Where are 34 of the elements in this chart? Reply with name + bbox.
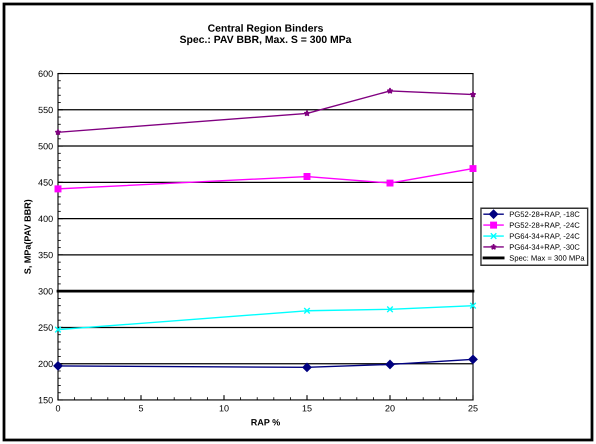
y-tick-label: 300 [38,288,53,295]
y-tick-label: 600 [38,70,53,77]
y-axis-title: S, MPa(PAV BBR) [24,200,33,274]
point [304,110,310,116]
point [470,165,476,172]
y-tick-label: 350 [38,252,53,258]
point [470,91,476,98]
y-tick-label: 250 [38,324,53,331]
point [386,87,394,94]
point [470,302,476,310]
y-tick-label: 200 [38,360,53,368]
point [304,307,310,314]
point [54,185,62,192]
point [386,180,394,187]
x-tick-label: 25 [468,405,478,412]
y-tick-label: 550 [38,106,53,114]
x-tick-label: 10 [220,405,229,412]
x-tick-label: 5 [138,405,144,412]
point [54,128,62,136]
point [468,354,478,364]
x-axis-title: RAP % [251,419,280,426]
point [302,362,312,372]
point [386,306,394,313]
x-tick-label: 15 [302,405,312,412]
y-tick-label: 450 [38,179,53,186]
y-tick-label: 400 [38,216,53,222]
chart-title: Central Region Binders Spec.: PAV BBR, Max. S = 300 MPa [180,24,352,46]
point [53,361,63,371]
y-tick-label: 500 [38,143,53,150]
x-tick-label: 0 [56,405,60,412]
point [385,360,395,370]
y-tick-label: 150 [38,396,53,404]
x-tick-label: 20 [385,405,395,412]
point [304,173,310,180]
